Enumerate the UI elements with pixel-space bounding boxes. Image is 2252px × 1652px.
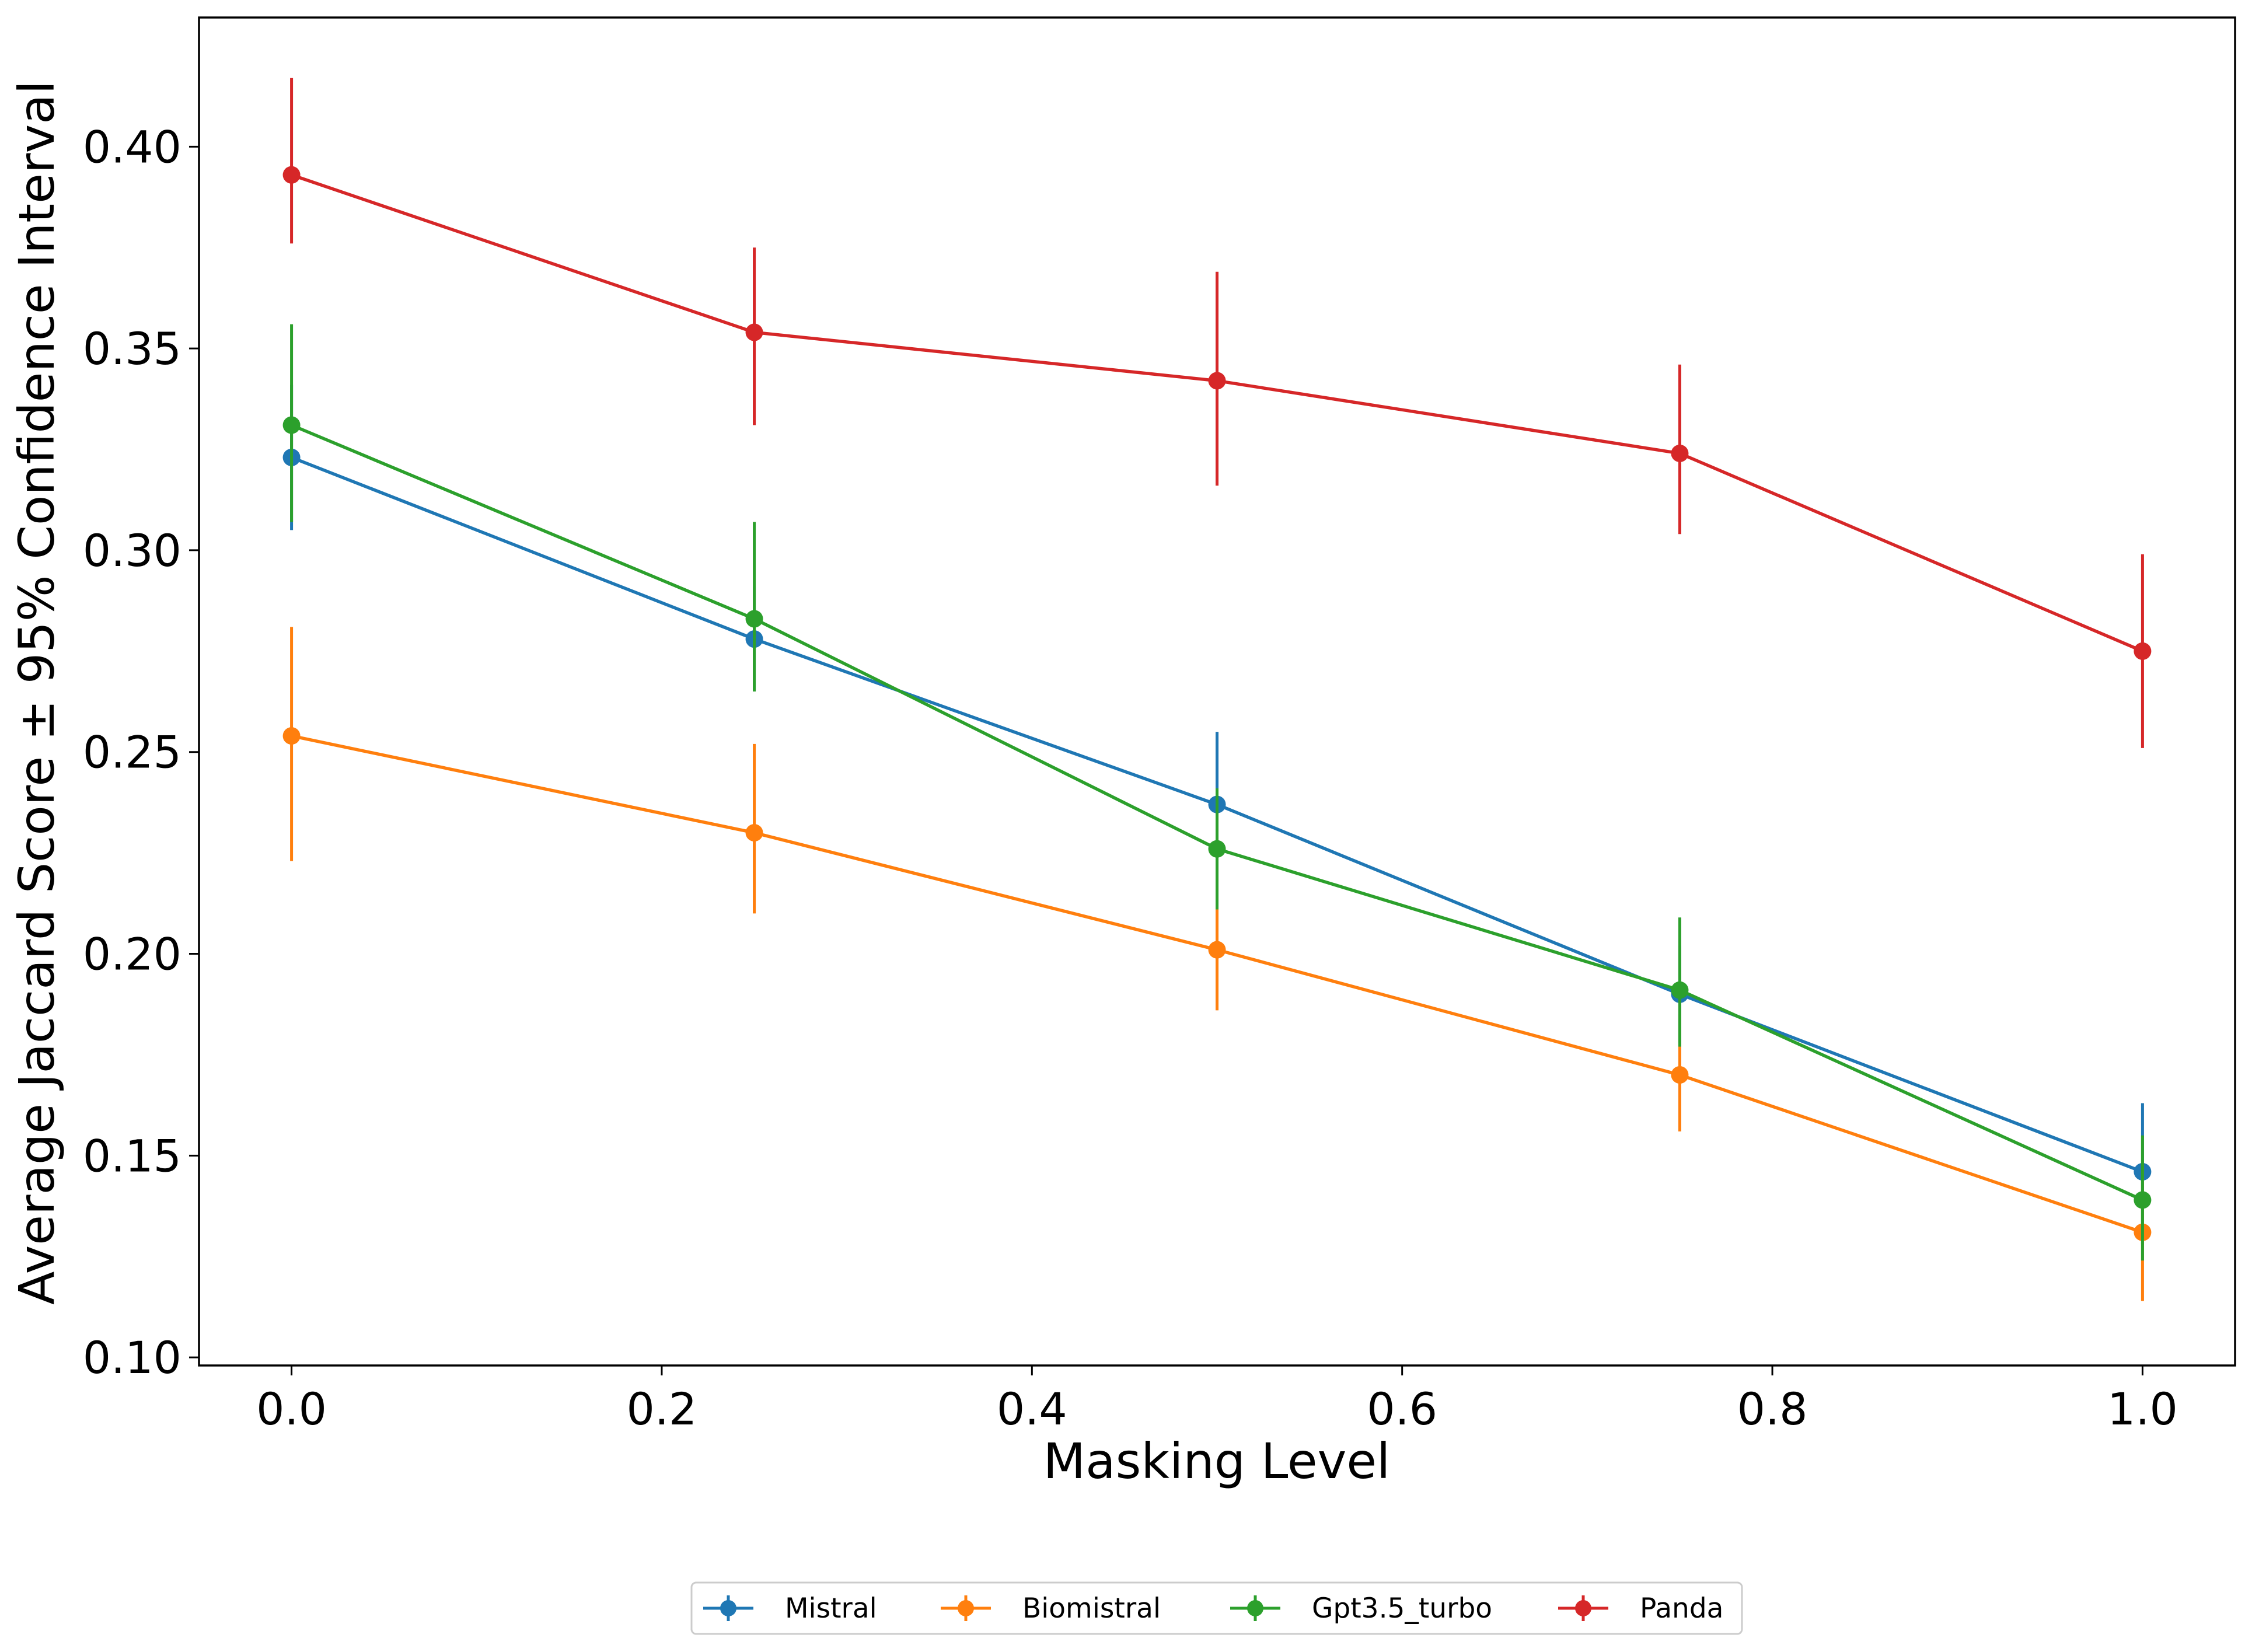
- series-gpt3-5-turbo: [282, 324, 2152, 1261]
- y-axis-ticks: 0.10 0.15 0.20 0.25 0.30 0.35 0.40: [83, 121, 199, 1384]
- x-axis-label: Masking Level: [1043, 1433, 1391, 1490]
- plot-frame: [198, 16, 2236, 1367]
- y-tick-label: 0.35: [83, 323, 181, 375]
- data-point-biomistral: [1671, 1066, 1689, 1084]
- legend-marker-panda: [1575, 1600, 1591, 1616]
- series-biomistral: [282, 627, 2152, 1301]
- x-tick-label: 0.4: [997, 1383, 1067, 1435]
- data-point-gpt3-5-turbo: [282, 416, 301, 434]
- x-tick-label: 0.2: [627, 1383, 697, 1435]
- data-point-panda: [1671, 444, 1689, 462]
- legend-item-mistral: Mistral: [703, 1592, 877, 1625]
- legend-item-biomistral: Biomistral: [941, 1592, 1161, 1625]
- x-tick-label: 1.0: [2107, 1383, 2178, 1435]
- data-point-panda: [282, 166, 301, 184]
- legend-frame: [690, 1581, 1743, 1635]
- y-tick-label: 0.30: [83, 525, 181, 577]
- x-tick-label: 0.0: [256, 1383, 327, 1435]
- data-point-biomistral: [745, 824, 763, 842]
- data-point-panda: [1208, 372, 1226, 390]
- legend-label-gpt3-5-turbo: Gpt3.5_turbo: [1312, 1592, 1492, 1625]
- data-point-biomistral: [1208, 941, 1226, 959]
- y-tick-label: 0.20: [83, 928, 181, 980]
- y-tick-label: 0.25: [83, 727, 181, 778]
- data-point-panda: [745, 323, 763, 341]
- legend-marker-biomistral: [958, 1600, 974, 1616]
- x-tick-label: 0.8: [1737, 1383, 1808, 1435]
- data-point-gpt3-5-turbo: [2134, 1191, 2152, 1209]
- x-tick-label: 0.6: [1367, 1383, 1437, 1435]
- legend-item-gpt3-5-turbo: Gpt3.5_turbo: [1230, 1592, 1492, 1625]
- legend-marker-mistral: [720, 1600, 736, 1616]
- data-point-gpt3-5-turbo: [1208, 840, 1226, 858]
- legend-label-panda: Panda: [1640, 1592, 1723, 1625]
- legend: Mistral Biomistral Gpt3.5_turbo Panda: [690, 1581, 1743, 1635]
- y-tick-label: 0.40: [83, 121, 181, 173]
- y-tick-label: 0.10: [83, 1332, 181, 1384]
- data-point-biomistral: [282, 727, 301, 745]
- plot-area: [282, 78, 2152, 1301]
- series-panda: [282, 78, 2152, 748]
- y-tick-label: 0.15: [83, 1130, 181, 1182]
- legend-item-panda: Panda: [1558, 1592, 1723, 1625]
- legend-label-biomistral: Biomistral: [1022, 1592, 1161, 1625]
- data-point-gpt3-5-turbo: [1671, 981, 1689, 999]
- data-point-gpt3-5-turbo: [745, 610, 763, 628]
- y-axis-label: Average Jaccard Score ± 95% Confidence I…: [8, 81, 65, 1305]
- legend-marker-gpt3-5-turbo: [1247, 1600, 1263, 1616]
- data-point-panda: [2134, 642, 2152, 660]
- legend-label-mistral: Mistral: [785, 1592, 877, 1625]
- x-axis-ticks: 0.0 0.2 0.4 0.6 0.8 1.0: [256, 1365, 2178, 1435]
